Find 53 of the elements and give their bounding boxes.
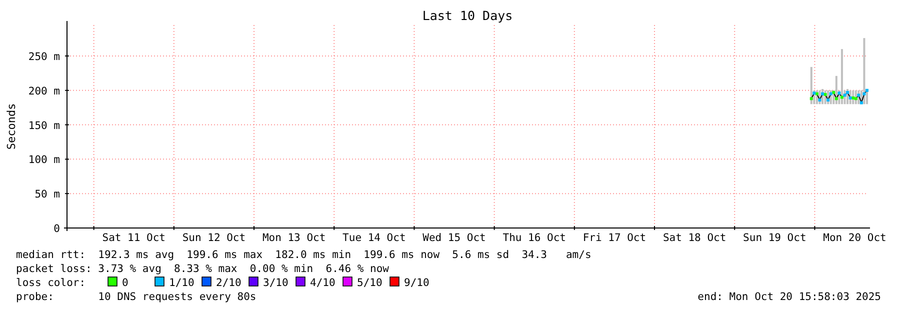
point (843, 94, 846, 97)
point (815, 92, 818, 96)
point (810, 97, 813, 100)
point (818, 98, 822, 102)
x-tick-label: Sat 11 Oct (102, 232, 166, 244)
x-tick-label: Wed 15 Oct (422, 232, 486, 244)
y-tick-label: 0 (54, 223, 60, 235)
text: packet loss: 3.73 % avg 8.33 % max 0.00 % min 6.46 % now (16, 263, 390, 275)
legend-label: 9/10 (404, 277, 430, 289)
point (854, 97, 858, 100)
point (834, 97, 838, 100)
x-tick-label: Tue 14 Oct (342, 232, 406, 244)
point (857, 94, 860, 97)
text: median rtt: 192.3 ms avg 199.6 ms max 182.0 ms min 199.6 ms now 5.6 ms sd 34.3 am/s (16, 249, 592, 261)
x-tick-label: Mon 13 Oct (262, 232, 326, 244)
x-tick-label: Sat 18 Oct (662, 232, 726, 244)
legend-title: loss color: (16, 277, 86, 289)
point (832, 90, 836, 94)
point (812, 92, 816, 95)
bar (863, 38, 866, 104)
point (848, 96, 852, 100)
point (821, 92, 824, 96)
y-axis-title: Seconds (5, 103, 18, 150)
y-tick-label: 200 m (28, 85, 60, 98)
y-tick-label: 100 m (28, 154, 60, 166)
text: probe: 10 DNS requests every 80s (16, 291, 256, 303)
bar (840, 49, 843, 104)
point (862, 92, 866, 96)
y-tick-label: 50 m (34, 188, 60, 201)
line-series (810, 90, 868, 104)
point (866, 88, 868, 92)
x-tick-label: Sun 12 Oct (182, 232, 246, 244)
legend-label: 3/10 (263, 277, 288, 289)
point (829, 92, 832, 96)
point (838, 92, 841, 95)
x-tick-label: Fri 17 Oct (582, 232, 646, 244)
chart-title: Last 10 Days (422, 8, 513, 23)
point (860, 101, 863, 104)
y-tick-label: 250 m (28, 50, 60, 63)
point (824, 93, 827, 96)
point (826, 98, 830, 102)
legend-label: 1/10 (169, 277, 194, 289)
legend-label: 2/10 (216, 277, 242, 289)
x-tick-label: Mon 20 Oct (823, 232, 886, 244)
legend-label: 5/10 (357, 277, 382, 289)
point (846, 90, 850, 94)
legend-label: 4/10 (310, 277, 336, 289)
y-tick-label: 150 m (28, 120, 60, 132)
text: end: Mon Oct 20 15:58:03 2025 (698, 291, 881, 303)
x-tick-label: Thu 16 Oct (502, 232, 566, 244)
point (840, 96, 844, 99)
legend-label: 0 (122, 277, 128, 289)
x-tick-label: Sun 19 Oct (743, 232, 806, 244)
